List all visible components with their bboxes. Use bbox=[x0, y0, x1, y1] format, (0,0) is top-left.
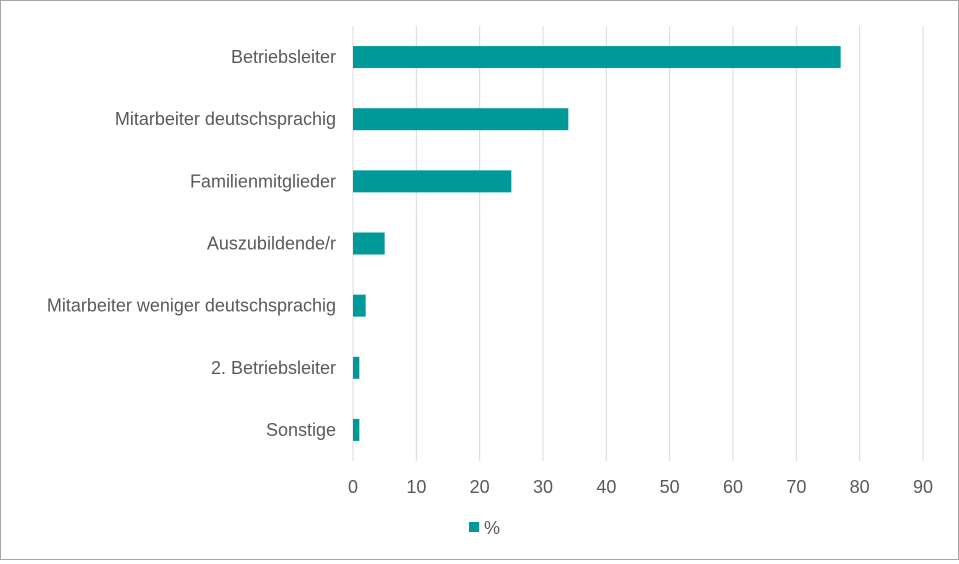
bar-2 bbox=[353, 170, 512, 193]
x-tick-label: 0 bbox=[348, 477, 358, 497]
category-label: Auszubildende/r bbox=[207, 234, 336, 254]
x-tick-label: 90 bbox=[913, 477, 933, 497]
x-tick-label: 40 bbox=[596, 477, 616, 497]
category-label: Betriebsleiter bbox=[231, 47, 336, 67]
x-tick-label: 30 bbox=[533, 477, 553, 497]
x-tick-label: 80 bbox=[850, 477, 870, 497]
category-label: Familienmitglieder bbox=[190, 171, 336, 191]
category-labels: Betriebsleiter Mitarbeiter deutschsprachi… bbox=[47, 47, 336, 440]
x-tick-label: 70 bbox=[786, 477, 806, 497]
x-tick-label: 10 bbox=[406, 477, 426, 497]
x-tick-labels: 0 10 20 30 40 50 60 70 80 90 bbox=[348, 477, 933, 497]
bars bbox=[353, 46, 841, 441]
legend-swatch bbox=[469, 522, 479, 532]
category-label: Sonstige bbox=[266, 420, 336, 440]
x-tick-label: 60 bbox=[723, 477, 743, 497]
legend-label: % bbox=[484, 518, 500, 538]
category-label: Mitarbeiter weniger deutschsprachig bbox=[47, 296, 336, 316]
bar-6 bbox=[353, 418, 360, 441]
category-label: Mitarbeiter deutschsprachig bbox=[115, 109, 336, 129]
category-label: 2. Betriebsleiter bbox=[211, 358, 336, 378]
bar-5 bbox=[353, 356, 360, 379]
x-tick-label: 50 bbox=[660, 477, 680, 497]
bar-1 bbox=[353, 108, 569, 131]
bar-3 bbox=[353, 232, 385, 255]
legend: % bbox=[469, 518, 500, 538]
x-tick-label: 20 bbox=[470, 477, 490, 497]
bar-4 bbox=[353, 294, 366, 317]
gridlines bbox=[352, 26, 924, 461]
bar-0 bbox=[353, 46, 841, 69]
